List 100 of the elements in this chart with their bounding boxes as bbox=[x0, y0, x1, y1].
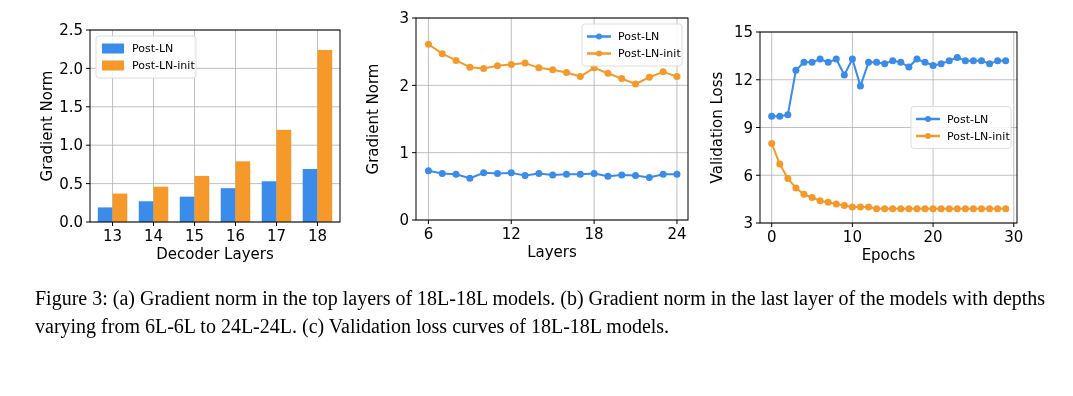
point bbox=[889, 205, 897, 213]
y-tick-label: 1.5 bbox=[59, 98, 83, 117]
point bbox=[800, 58, 808, 66]
point bbox=[961, 205, 969, 213]
y-axis-title: Gradient Norm bbox=[38, 70, 56, 182]
x-tick-label: 0 bbox=[766, 228, 777, 246]
x-tick-label: 18 bbox=[584, 225, 604, 243]
point bbox=[929, 205, 937, 213]
point bbox=[792, 184, 800, 192]
point bbox=[466, 63, 474, 71]
point bbox=[905, 63, 913, 71]
point bbox=[493, 62, 501, 70]
point bbox=[645, 174, 653, 182]
bar bbox=[235, 161, 251, 222]
point bbox=[945, 57, 953, 65]
point bbox=[945, 205, 953, 213]
point bbox=[438, 170, 446, 178]
point bbox=[994, 57, 1002, 65]
point bbox=[969, 205, 977, 213]
x-tick-label: 24 bbox=[667, 225, 687, 243]
legend-label: Post-LN bbox=[947, 112, 989, 126]
bar bbox=[261, 181, 277, 222]
point bbox=[776, 112, 784, 120]
point bbox=[576, 73, 584, 81]
point bbox=[889, 57, 897, 65]
y-tick-label: 3 bbox=[399, 9, 409, 28]
point bbox=[659, 68, 667, 76]
point bbox=[961, 57, 969, 65]
point bbox=[792, 66, 800, 74]
point bbox=[645, 73, 653, 81]
x-tick-label: 15 bbox=[184, 227, 205, 245]
point bbox=[632, 80, 640, 88]
bar bbox=[97, 207, 113, 222]
point bbox=[784, 111, 792, 119]
point bbox=[800, 190, 808, 198]
point bbox=[848, 55, 856, 63]
point bbox=[808, 58, 816, 66]
point bbox=[994, 205, 1002, 213]
point bbox=[576, 170, 584, 178]
point bbox=[873, 58, 881, 66]
point bbox=[768, 139, 776, 147]
point bbox=[921, 205, 929, 213]
point bbox=[856, 82, 864, 90]
x-axis-title: Layers bbox=[527, 243, 577, 261]
point bbox=[618, 171, 626, 179]
bar bbox=[302, 169, 318, 222]
legend-label: Post-LN-init bbox=[132, 59, 196, 73]
y-tick-label: 2.5 bbox=[59, 21, 83, 40]
point bbox=[563, 170, 570, 178]
x-tick-label: 13 bbox=[102, 227, 123, 245]
bar bbox=[220, 188, 236, 222]
y-tick-label: 12 bbox=[733, 71, 753, 89]
x-tick-label: 16 bbox=[225, 227, 246, 245]
point bbox=[937, 60, 945, 68]
point bbox=[808, 194, 816, 202]
legend-label: Post-LN bbox=[132, 42, 174, 56]
point bbox=[604, 172, 612, 180]
point bbox=[832, 55, 840, 63]
y-tick-label: 0.0 bbox=[59, 213, 83, 232]
point bbox=[953, 53, 961, 61]
point bbox=[978, 205, 985, 213]
point bbox=[590, 170, 598, 178]
x-tick-label: 30 bbox=[1004, 228, 1024, 246]
bar bbox=[138, 201, 154, 222]
point bbox=[986, 205, 994, 213]
point bbox=[776, 160, 784, 168]
point bbox=[986, 60, 994, 68]
y-tick-label: 2 bbox=[399, 76, 409, 95]
point bbox=[824, 198, 832, 206]
x-tick-label: 14 bbox=[143, 227, 164, 245]
bar bbox=[179, 196, 195, 222]
point bbox=[832, 200, 840, 208]
point bbox=[848, 203, 856, 211]
y-tick-label: 9 bbox=[743, 118, 753, 137]
point bbox=[913, 55, 921, 63]
point bbox=[618, 75, 626, 83]
point bbox=[438, 50, 446, 58]
point bbox=[881, 205, 889, 213]
bar bbox=[276, 129, 292, 222]
point bbox=[1002, 57, 1010, 65]
bar bbox=[317, 49, 333, 222]
point bbox=[840, 201, 848, 209]
point bbox=[521, 59, 529, 67]
point bbox=[897, 205, 905, 213]
point bbox=[424, 40, 432, 48]
y-axis-title: Gradient Norm bbox=[364, 63, 382, 175]
caption: Figure 3: (a) Gradient norm in the top layers of 18L-18L models. (b) Gradient norm in the last layer of the models with depths varying from 6L-6L to 24L-24L. (c) Validation loss curves of 18L-18L models. bbox=[35, 287, 1046, 338]
point bbox=[921, 58, 929, 66]
x-tick-label: 18 bbox=[307, 227, 328, 245]
point bbox=[840, 71, 848, 79]
bar bbox=[194, 175, 210, 222]
point bbox=[673, 170, 681, 178]
y-tick-label: 1 bbox=[399, 143, 409, 162]
point bbox=[535, 64, 543, 72]
point bbox=[452, 170, 460, 178]
x-tick-label: 20 bbox=[923, 228, 943, 246]
point bbox=[632, 172, 640, 180]
y-tick-label: 0 bbox=[399, 211, 409, 230]
point bbox=[1002, 205, 1010, 213]
point bbox=[535, 170, 543, 178]
